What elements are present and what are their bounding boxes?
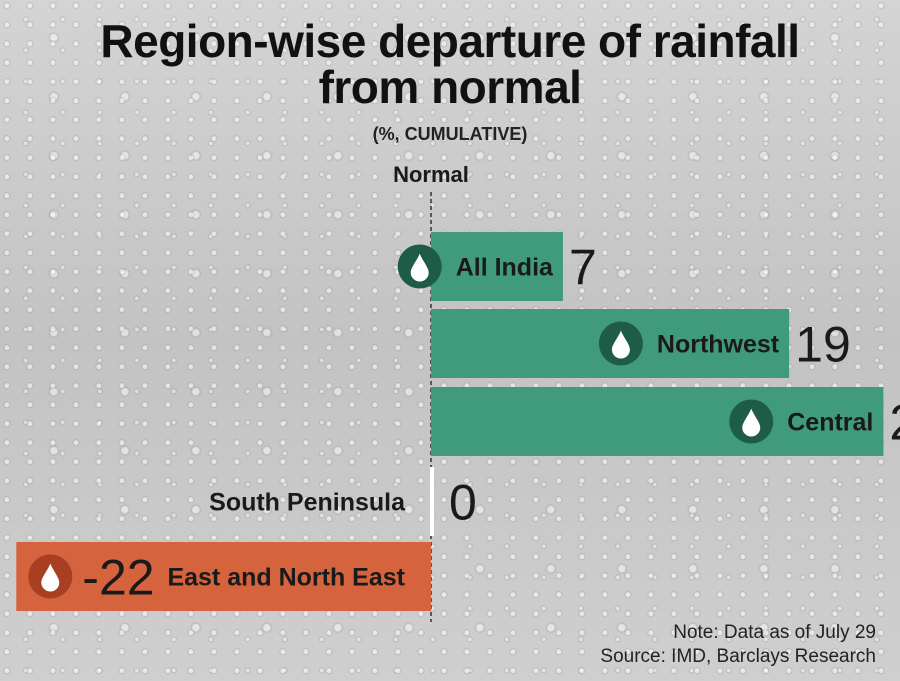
chart-title-line2: from normal (318, 61, 582, 113)
water-drop-icon-east-and-north-east (41, 563, 60, 592)
value-label-central: 24 (889, 395, 900, 451)
water-drop-icon-all-india (410, 253, 429, 282)
note-text: Note: Data as of July 29 (673, 622, 876, 643)
bar-central (431, 387, 884, 456)
value-label-northwest: 19 (795, 317, 851, 373)
value-label-east-and-north-east: -22 (82, 550, 154, 606)
bar-all-india (431, 232, 563, 301)
baseline-label: Normal (393, 162, 469, 187)
source-text: Source: IMD, Barclays Research (600, 646, 876, 667)
category-label-all-india: All India (456, 254, 554, 282)
water-drop-icon-central (742, 408, 761, 437)
category-label-northwest: Northwest (657, 331, 780, 359)
bar-south-peninsula (430, 467, 434, 536)
water-drop-icon-northwest (611, 330, 630, 359)
chart-footnote: Note: Data as of July 29 Source: IMD, Ba… (600, 621, 876, 669)
value-label-south-peninsula: 0 (449, 475, 477, 531)
chart-subtitle: (%, CUMULATIVE) (372, 124, 528, 144)
category-label-central: Central (787, 409, 873, 437)
category-label-south-peninsula: South Peninsula (209, 489, 406, 517)
bar-east-and-north-east (16, 542, 432, 611)
chart-title-line1: Region-wise departure of rainfall (100, 15, 800, 67)
value-label-all-india: 7 (569, 240, 597, 296)
chart-title: Region-wise departure of rainfall from n… (0, 18, 900, 110)
category-label-east-and-north-east: East and North East (167, 564, 405, 592)
